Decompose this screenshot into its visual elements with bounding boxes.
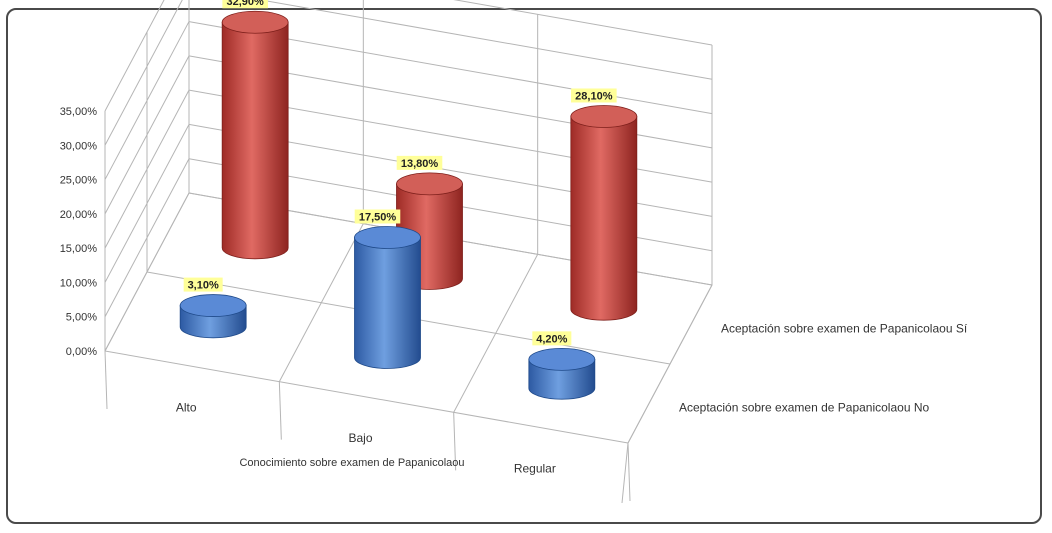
data-label: 3,10% [188, 280, 219, 292]
y-tick-label: 5,00% [66, 312, 97, 324]
depth-axis-line [621, 442, 629, 504]
bar-cylinder-top [221, 10, 289, 34]
y-tick-label: 35,00% [60, 106, 98, 118]
bar-cylinder-body [354, 237, 421, 369]
category-separator [453, 412, 457, 471]
bar-cylinder-body [221, 21, 289, 260]
x-axis-title: Conocimiento sobre examen de Papanicolao… [239, 457, 464, 469]
floor-gridline [104, 350, 629, 444]
x-category-label: Alto [176, 400, 197, 414]
bar-cylinder-top [396, 172, 463, 196]
y-tick-label: 15,00% [60, 243, 98, 255]
bar-cylinder-top [570, 105, 638, 128]
data-label-background [571, 88, 617, 103]
data-label-background [532, 331, 572, 346]
series-label: Aceptación sobre examen de Papanicolaou … [679, 401, 929, 415]
series-label: Aceptación sobre examen de Papanicolaou … [721, 322, 968, 336]
data-label: 32,90% [227, 0, 265, 8]
data-label-background [354, 209, 401, 224]
data-label-background [396, 155, 443, 170]
data-label: 13,80% [401, 158, 439, 170]
data-label: 28,10% [575, 90, 613, 102]
bar-cylinder-top [179, 294, 247, 317]
gridline-back [258, 0, 713, 80]
data-label-background [183, 277, 223, 292]
chart-frame [6, 8, 1042, 524]
y-tick-label: 0,00% [66, 346, 97, 358]
bar-cylinder-top [354, 226, 421, 249]
category-separator [104, 350, 108, 410]
y-tick-label: 30,00% [60, 140, 98, 152]
y-tick-label: 20,00% [60, 209, 98, 221]
y-tick-label: 25,00% [60, 175, 98, 187]
category-separator [627, 442, 631, 502]
depth-axis-line [627, 284, 713, 444]
data-label: 17,50% [359, 212, 397, 224]
bar-cylinder-top [528, 347, 596, 371]
category-separator [278, 381, 282, 440]
y-tick-label: 10,00% [60, 277, 98, 289]
gridline-back [453, 0, 713, 46]
data-label-background [222, 0, 268, 9]
bar-cylinder-body [570, 116, 638, 321]
x-category-label: Regular [514, 462, 556, 476]
x-category-label: Bajo [348, 431, 372, 445]
data-label: 4,20% [536, 333, 567, 345]
